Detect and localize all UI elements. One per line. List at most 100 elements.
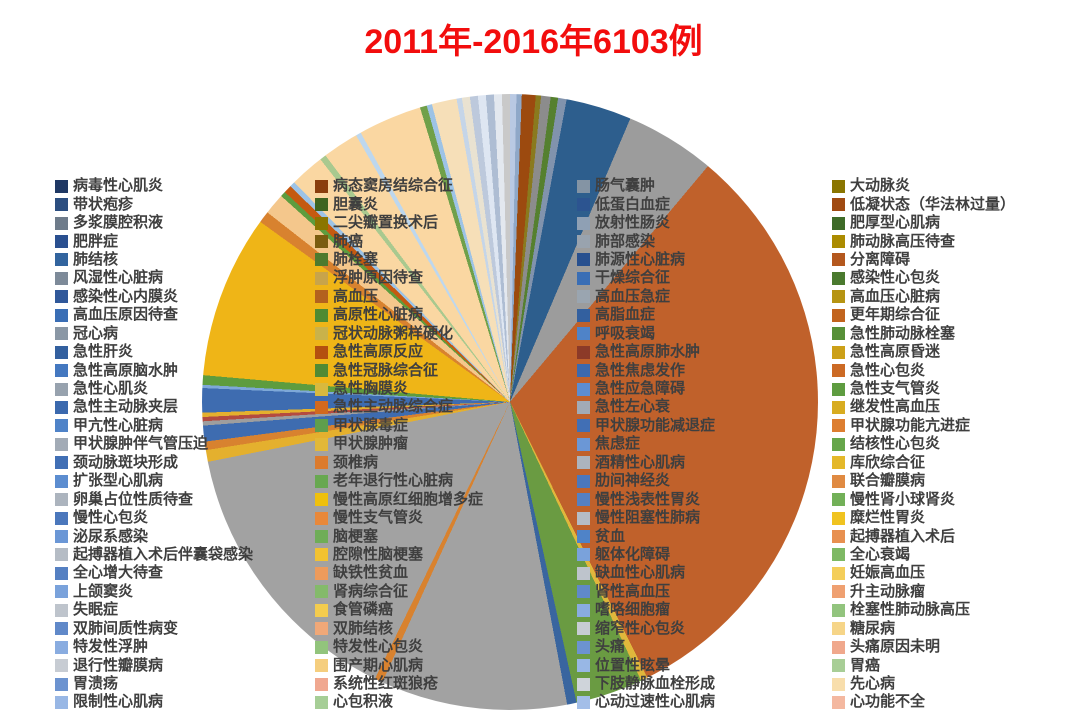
legend-item-label: 慢性心包炎 <box>73 509 149 527</box>
legend-item: 缺铁性贫血 <box>315 564 577 582</box>
legend-color-swatch <box>315 640 328 654</box>
legend-item: 肺结核 <box>55 251 317 269</box>
legend-item: 退行性瓣膜病 <box>55 656 317 674</box>
legend-color-swatch <box>577 235 590 249</box>
legend-color-swatch <box>577 530 590 544</box>
legend-color-swatch <box>832 179 845 193</box>
legend-item-label: 升主动脉瘤 <box>850 582 926 600</box>
legend-item-label: 急性高原反应 <box>333 343 424 361</box>
legend-item: 急性高原昏迷 <box>832 343 1067 361</box>
legend-item: 嗜咯细胞瘤 <box>577 601 839 619</box>
legend-item: 起搏器植入术后伴囊袋感染 <box>55 546 317 564</box>
legend-item-label: 带状疱疹 <box>73 195 134 213</box>
legend-item-label: 退行性瓣膜病 <box>73 656 164 674</box>
legend-item-label: 慢性浅表性胃炎 <box>595 490 701 508</box>
legend-color-swatch <box>55 364 68 378</box>
legend-item-label: 先心病 <box>850 675 896 693</box>
legend-color-swatch <box>577 400 590 414</box>
legend-column-3: 肠气囊肿 低蛋白血症 放射性肠炎 肺部感染 肺源性心脏病 干燥综合征 高血压急症 高脂血症 呼吸… <box>577 177 839 712</box>
legend-color-swatch <box>315 437 328 451</box>
legend-item: 甲状腺肿瘤 <box>315 435 577 453</box>
legend-item: 卵巢占位性质待查 <box>55 490 317 508</box>
legend-item: 病态窦房结综合征 <box>315 177 577 195</box>
legend-item-label: 肥厚型心肌病 <box>850 214 941 232</box>
legend-item: 全心衰竭 <box>832 546 1067 564</box>
legend-item-label: 心包积液 <box>333 693 394 711</box>
legend-item: 二尖瓣置换术后 <box>315 214 577 232</box>
legend-color-swatch <box>55 253 68 267</box>
legend-item: 低凝状态（华法林过量） <box>832 195 1067 213</box>
legend-item: 急性心肌炎 <box>55 380 317 398</box>
legend-item: 胆囊炎 <box>315 195 577 213</box>
legend-item-label: 急性心肌炎 <box>73 380 149 398</box>
legend-item-label: 二尖瓣置换术后 <box>333 214 439 232</box>
legend-item: 甲状腺功能减退症 <box>577 417 839 435</box>
legend-color-swatch <box>832 437 845 451</box>
legend-color-swatch <box>577 659 590 673</box>
legend-item: 高血压心脏病 <box>832 288 1067 306</box>
legend-color-swatch <box>315 493 328 507</box>
legend-item-label: 急性心包炎 <box>850 361 926 379</box>
legend-item: 库欣综合征 <box>832 454 1067 472</box>
legend-item-label: 扩张型心肌病 <box>73 472 164 490</box>
legend-color-swatch <box>315 290 328 304</box>
legend-color-swatch <box>315 419 328 433</box>
legend-item: 特发性浮肿 <box>55 638 317 656</box>
legend-item-label: 起搏器植入术后 <box>850 527 956 545</box>
legend-item: 慢性支气管炎 <box>315 509 577 527</box>
legend-item: 高血压原因待查 <box>55 306 317 324</box>
legend-color-swatch <box>577 474 590 488</box>
legend-item-label: 糜烂性胃炎 <box>850 509 926 527</box>
legend-item-label: 肺动脉高压待查 <box>850 232 956 250</box>
legend-item-label: 高血压原因待查 <box>73 306 179 324</box>
legend-item-label: 老年退行性心脏病 <box>333 472 454 490</box>
legend-item: 甲状腺毒症 <box>315 417 577 435</box>
legend-item-label: 大动脉炎 <box>850 177 911 195</box>
legend-color-swatch <box>315 382 328 396</box>
legend-color-swatch <box>832 585 845 599</box>
legend-item-label: 肋间神经炎 <box>595 472 671 490</box>
legend-item-label: 起搏器植入术后伴囊袋感染 <box>73 545 254 563</box>
legend-color-swatch <box>577 677 590 691</box>
legend-item-label: 限制性心肌病 <box>73 693 164 711</box>
legend-item-label: 缺血性心肌病 <box>595 564 686 582</box>
legend-item: 急性应急障碍 <box>577 380 839 398</box>
legend-item: 慢性高原红细胞增多症 <box>315 490 577 508</box>
chart-title: 2011年-2016年6103例 <box>364 23 703 61</box>
legend-color-swatch <box>55 179 68 193</box>
legend-color-swatch <box>55 659 68 673</box>
legend-item: 呼吸衰竭 <box>577 325 839 343</box>
legend-item: 肾性高血压 <box>577 583 839 601</box>
legend-color-swatch <box>832 622 845 636</box>
legend-item-label: 缩窄性心包炎 <box>595 619 686 637</box>
legend-item-label: 甲状腺功能亢进症 <box>850 416 971 434</box>
legend-color-swatch <box>832 216 845 230</box>
legend-color-swatch <box>55 216 68 230</box>
legend-color-swatch <box>315 548 328 562</box>
legend-item: 放射性肠炎 <box>577 214 839 232</box>
legend-item: 急性主动脉夹层 <box>55 398 317 416</box>
legend-color-swatch <box>55 456 68 470</box>
legend-color-swatch <box>577 493 590 507</box>
legend-item: 急性焦虑发作 <box>577 361 839 379</box>
legend-item: 心包积液 <box>315 693 577 711</box>
legend-color-swatch <box>577 603 590 617</box>
legend-color-swatch <box>55 235 68 249</box>
legend-item-label: 急性高原昏迷 <box>850 343 941 361</box>
legend-color-swatch <box>315 530 328 544</box>
legend-item-label: 急性高原肺水肿 <box>595 343 701 361</box>
legend-color-swatch <box>832 290 845 304</box>
legend-item: 双肺间质性病变 <box>55 620 317 638</box>
legend-item: 头痛 <box>577 638 839 656</box>
legend-item-label: 胆囊炎 <box>333 195 379 213</box>
legend-color-swatch <box>55 603 68 617</box>
legend-color-swatch <box>832 308 845 322</box>
legend-color-swatch <box>315 474 328 488</box>
legend-item-label: 腔隙性脑梗塞 <box>333 545 424 563</box>
legend-color-swatch <box>55 437 68 451</box>
legend-item: 冠心病 <box>55 325 317 343</box>
legend-color-swatch <box>832 345 845 359</box>
legend-item-label: 浮肿原因待查 <box>333 269 424 287</box>
legend-item-label: 酒精性心肌病 <box>595 453 686 471</box>
legend-item: 高血压急症 <box>577 288 839 306</box>
